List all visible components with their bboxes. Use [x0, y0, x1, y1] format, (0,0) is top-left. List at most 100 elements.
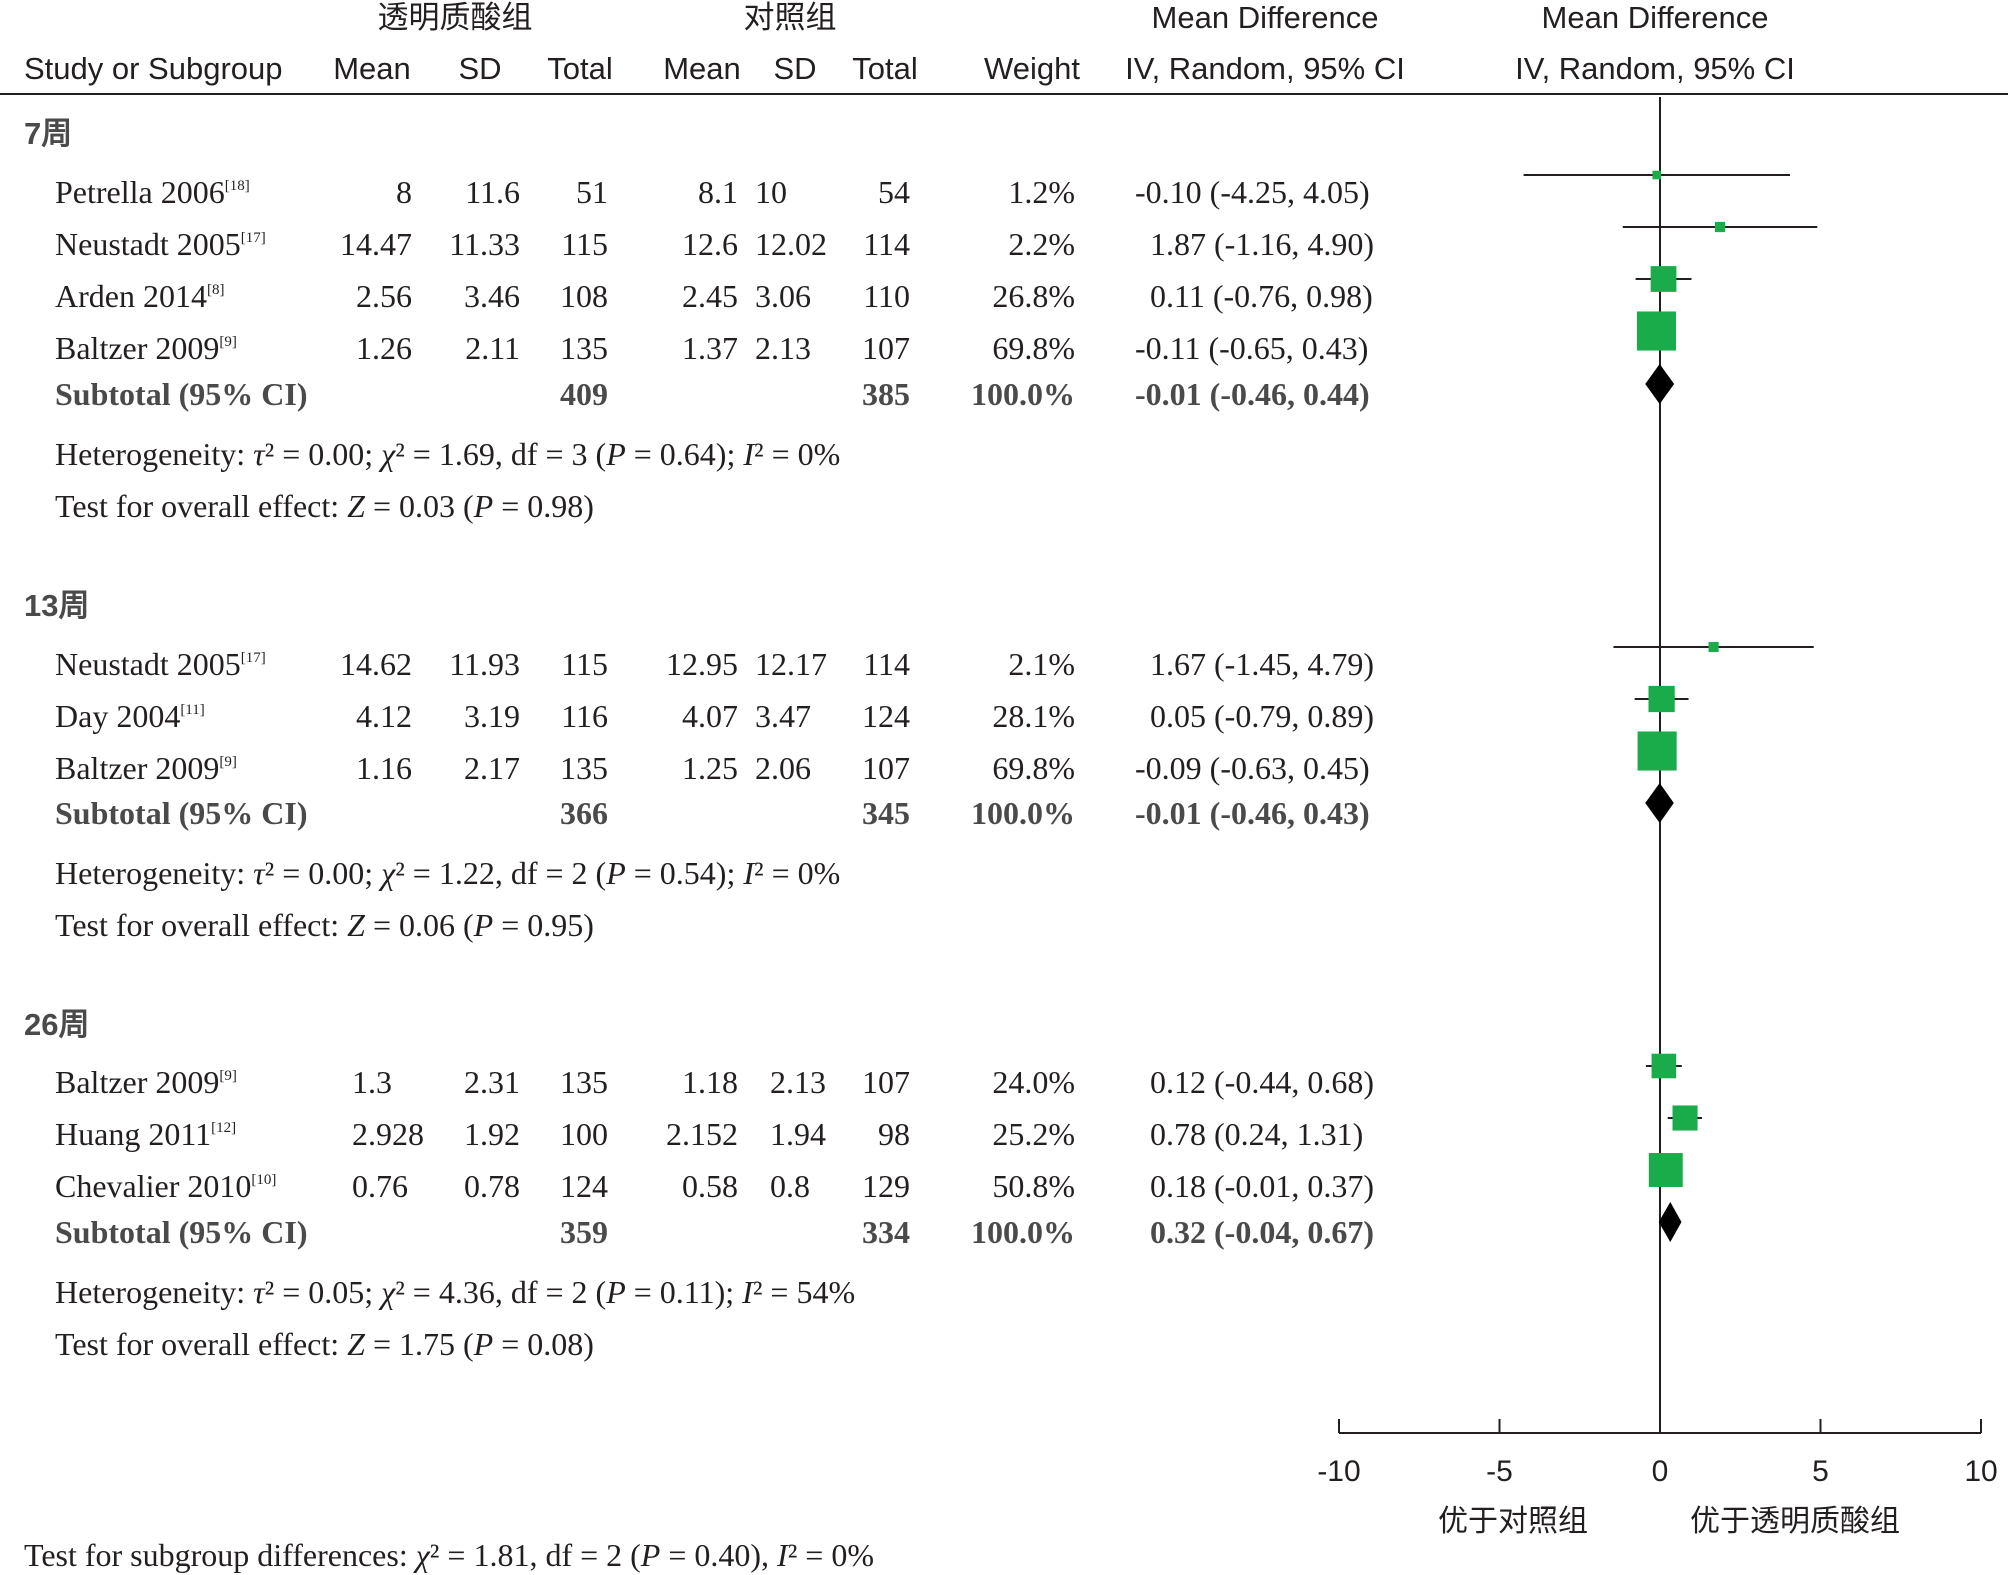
- md-title-left: Mean Difference: [1151, 0, 1379, 35]
- subgroup-label: 7周: [24, 116, 73, 151]
- mean2-value: 12.95: [666, 646, 738, 682]
- subgroup-differences-text: Test for subgroup differences: χ² = 1.81…: [24, 1537, 874, 1573]
- sd2-value: 2.06: [755, 750, 811, 786]
- weight-value: 69.8%: [992, 750, 1075, 786]
- x-tick-label: 0: [1652, 1455, 1669, 1488]
- study-name: Chevalier 2010[10]: [55, 1168, 277, 1204]
- ci-value: 0.78 (0.24, 1.31): [1150, 1116, 1364, 1152]
- mean1-value: 4.12: [356, 698, 412, 734]
- heterogeneity-text: Heterogeneity: τ² = 0.00; χ² = 1.22, df …: [55, 855, 841, 891]
- total1-header: Total: [547, 51, 613, 86]
- sd1-value: 0.78: [464, 1168, 520, 1204]
- heterogeneity-text: Heterogeneity: τ² = 0.05; χ² = 4.36, df …: [55, 1274, 856, 1310]
- total1-value: 135: [560, 330, 608, 366]
- ci-value: 1.87 (-1.16, 4.90): [1150, 226, 1374, 262]
- study-marker: [1708, 641, 1719, 653]
- sd1-value: 2.11: [465, 330, 520, 366]
- study-marker: [1648, 1153, 1683, 1187]
- sd2-header: SD: [773, 51, 817, 86]
- sd1-value: 2.17: [464, 750, 520, 786]
- study-name: Huang 2011[12]: [55, 1116, 237, 1152]
- x-tick-label: 10: [1964, 1455, 1997, 1488]
- subtotal-total2: 385: [862, 376, 910, 412]
- weight-value: 26.8%: [992, 278, 1075, 314]
- study-marker: [1636, 311, 1677, 351]
- mean2-value: 0.58: [682, 1168, 738, 1204]
- md-method-left: IV, Random, 95% CI: [1125, 51, 1405, 86]
- subtotal-total1: 409: [560, 376, 608, 412]
- heterogeneity-text: Heterogeneity: τ² = 0.00; χ² = 1.69, df …: [55, 436, 841, 472]
- total1-value: 135: [560, 1064, 608, 1100]
- weight-value: 50.8%: [992, 1168, 1075, 1204]
- overall-effect-text: Test for overall effect: Z = 0.03 (P = 0…: [55, 488, 594, 524]
- total2-value: 114: [863, 646, 910, 682]
- mean1-value: 0.76: [352, 1168, 408, 1204]
- study-column-header: Study or Subgroup: [24, 51, 283, 86]
- study-name: Petrella 2006[18]: [55, 174, 250, 210]
- study-marker: [1650, 266, 1677, 292]
- ci-value: -0.09 (-0.63, 0.45): [1135, 750, 1370, 786]
- study-name: Neustadt 2005[17]: [55, 226, 266, 262]
- mean1-value: 2.56: [356, 278, 412, 314]
- x-tick-label: -5: [1486, 1455, 1513, 1488]
- subtotal-total2: 345: [862, 795, 910, 831]
- study-marker: [1652, 170, 1662, 180]
- total2-value: 107: [862, 750, 910, 786]
- study-name: Day 2004[11]: [55, 698, 205, 734]
- sd2-value: 10: [755, 174, 787, 210]
- total2-value: 124: [862, 698, 910, 734]
- subgroup-label: 13周: [24, 588, 90, 623]
- group1-header: 透明质酸组: [377, 0, 533, 35]
- sd1-header: SD: [458, 51, 502, 86]
- total2-value: 54: [878, 174, 910, 210]
- ci-value: -0.11 (-0.65, 0.43): [1135, 330, 1369, 366]
- favours-control-label: 优于对照组: [1438, 1505, 1588, 1538]
- total2-value: 129: [862, 1168, 910, 1204]
- subtotal-total1: 359: [560, 1214, 608, 1250]
- ci-value: 1.67 (-1.45, 4.79): [1150, 646, 1374, 682]
- sd1-value: 3.46: [464, 278, 520, 314]
- mean1-value: 1.3: [352, 1064, 392, 1100]
- mean1-value: 14.62: [340, 646, 412, 682]
- mean2-value: 1.25: [682, 750, 738, 786]
- subtotal-total2: 334: [862, 1214, 910, 1250]
- total1-value: 124: [560, 1168, 608, 1204]
- subtotal-diamond: [1658, 1202, 1682, 1242]
- subtotal-total1: 366: [560, 795, 608, 831]
- study-marker: [1714, 221, 1726, 233]
- weight-value: 28.1%: [992, 698, 1075, 734]
- weight-header: Weight: [984, 51, 1080, 86]
- study-name: Baltzer 2009[9]: [55, 330, 237, 366]
- mean2-value: 2.45: [682, 278, 738, 314]
- mean1-header: Mean: [333, 51, 411, 86]
- mean1-value: 1.16: [356, 750, 412, 786]
- sd1-value: 1.92: [464, 1116, 520, 1152]
- study-name: Neustadt 2005[17]: [55, 646, 266, 682]
- total2-value: 98: [878, 1116, 910, 1152]
- mean2-value: 12.6: [682, 226, 738, 262]
- subtotal-diamond: [1645, 783, 1674, 823]
- total1-value: 108: [560, 278, 608, 314]
- total1-value: 115: [561, 646, 608, 682]
- subtotal-ci: 0.32 (-0.04, 0.67): [1150, 1214, 1374, 1250]
- md-method-right: IV, Random, 95% CI: [1515, 51, 1795, 86]
- total2-value: 114: [863, 226, 910, 262]
- total2-value: 110: [863, 278, 910, 314]
- overall-effect-text: Test for overall effect: Z = 0.06 (P = 0…: [55, 907, 594, 943]
- subtotal-weight: 100.0%: [971, 376, 1075, 412]
- total2-value: 107: [862, 330, 910, 366]
- mean1-value: 8: [396, 174, 412, 210]
- ci-value: 0.05 (-0.79, 0.89): [1150, 698, 1374, 734]
- subtotal-label: Subtotal (95% CI): [55, 795, 308, 831]
- group2-header: 对照组: [743, 0, 837, 35]
- mean1-value: 14.47: [340, 226, 412, 262]
- ci-value: 0.11 (-0.76, 0.98): [1150, 278, 1373, 314]
- sd2-value: 1.94: [770, 1116, 826, 1152]
- weight-value: 1.2%: [1008, 174, 1075, 210]
- study-name: Baltzer 2009[9]: [55, 750, 237, 786]
- sd1-value: 11.93: [449, 646, 520, 682]
- subtotal-weight: 100.0%: [971, 1214, 1075, 1250]
- subtotal-ci: -0.01 (-0.46, 0.44): [1135, 376, 1370, 412]
- mean2-value: 1.18: [682, 1064, 738, 1100]
- subtotal-label: Subtotal (95% CI): [55, 1214, 308, 1250]
